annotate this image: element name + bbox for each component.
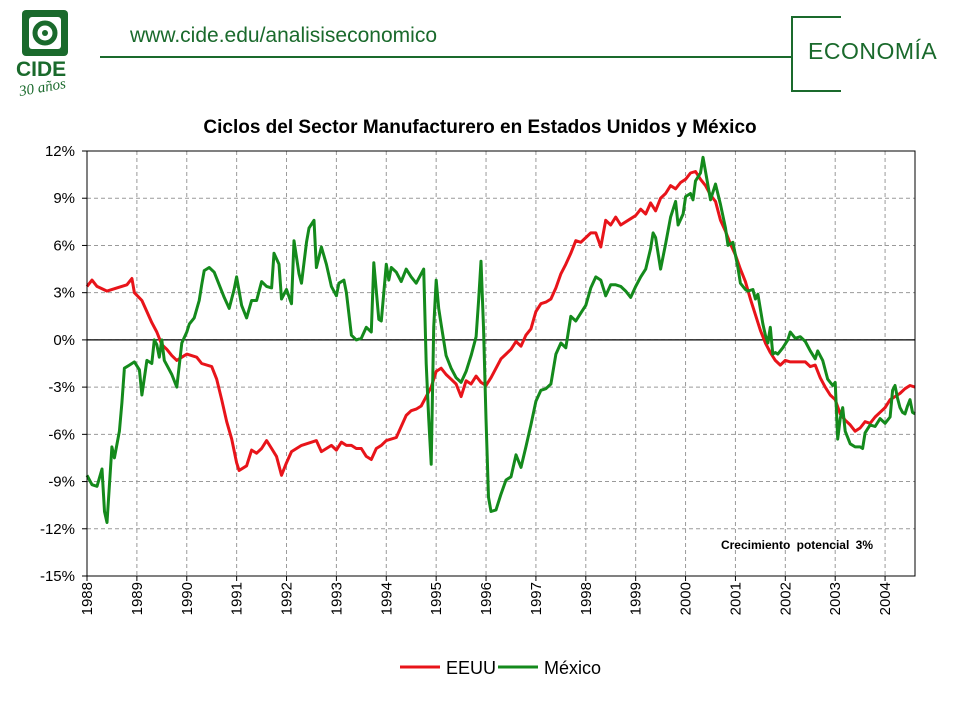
- x-tick-label: 1988: [79, 582, 96, 615]
- series-lines: [85, 155, 916, 524]
- x-tick-label: 1994: [378, 582, 395, 615]
- y-tick-label: -12%: [40, 521, 75, 538]
- site-url[interactable]: www.cide.edu/analisiseconomico: [130, 24, 437, 47]
- y-tick-label: -9%: [48, 474, 75, 491]
- logo-mark-dot: [42, 30, 48, 36]
- x-tick-label: 1997: [528, 582, 545, 615]
- y-tick-label: -15%: [40, 568, 75, 585]
- y-tick-label: -3%: [48, 379, 75, 396]
- y-tick-label: -6%: [48, 426, 75, 443]
- logo-text: CIDE: [16, 58, 66, 81]
- x-tick-label: 1996: [478, 582, 495, 615]
- x-tick-label: 2001: [727, 582, 744, 615]
- x-tick-label: 1990: [179, 582, 196, 615]
- x-tick-label: 2000: [678, 582, 695, 615]
- logo-mark-circle: [32, 20, 58, 46]
- y-tick-label: 0%: [53, 332, 75, 349]
- x-axis-ticks: 1988 1989 1990 1991 1992 1993 1994 1995 1996 1997…: [79, 576, 894, 615]
- legend: EEUU México: [400, 658, 601, 678]
- x-tick-label: 1989: [129, 582, 146, 615]
- legend-label-eeuu: EEUU: [446, 658, 496, 678]
- y-tick-label: 6%: [53, 237, 75, 254]
- x-tick-label: 2004: [877, 582, 894, 615]
- y-axis-ticks: 12% 9% 6% 3% 0% -3% -6% -9% -12% -15%: [40, 143, 87, 585]
- x-tick-label: 2003: [827, 582, 844, 615]
- cide-logo: CIDE 30 años: [16, 10, 68, 100]
- annotation-potential-growth: Crecimiento potencial 3%: [721, 538, 873, 552]
- legend-label-mexico: México: [544, 658, 601, 678]
- x-tick-label: 2002: [777, 582, 794, 615]
- y-tick-label: 3%: [53, 285, 75, 302]
- series-line-mexico: [85, 155, 916, 524]
- x-tick-label: 1993: [328, 582, 345, 615]
- section-box: [791, 16, 841, 92]
- x-tick-label: 1991: [229, 582, 246, 615]
- x-tick-label: 1999: [628, 582, 645, 615]
- gridlines: [86, 150, 915, 577]
- plot-frame: [86, 150, 916, 577]
- x-tick-label: 1995: [428, 582, 445, 615]
- y-tick-label: 12%: [45, 143, 75, 160]
- chart: Ciclos del Sector Manufacturero en Estad…: [40, 117, 916, 678]
- series-line-eeuu: [85, 170, 916, 477]
- x-tick-label: 1992: [279, 582, 296, 615]
- section-label: ECONOMÍA: [808, 38, 938, 64]
- chart-title: Ciclos del Sector Manufacturero en Estad…: [203, 117, 756, 138]
- header-rule: [100, 56, 792, 58]
- y-tick-label: 9%: [53, 190, 75, 207]
- x-tick-label: 1998: [578, 582, 595, 615]
